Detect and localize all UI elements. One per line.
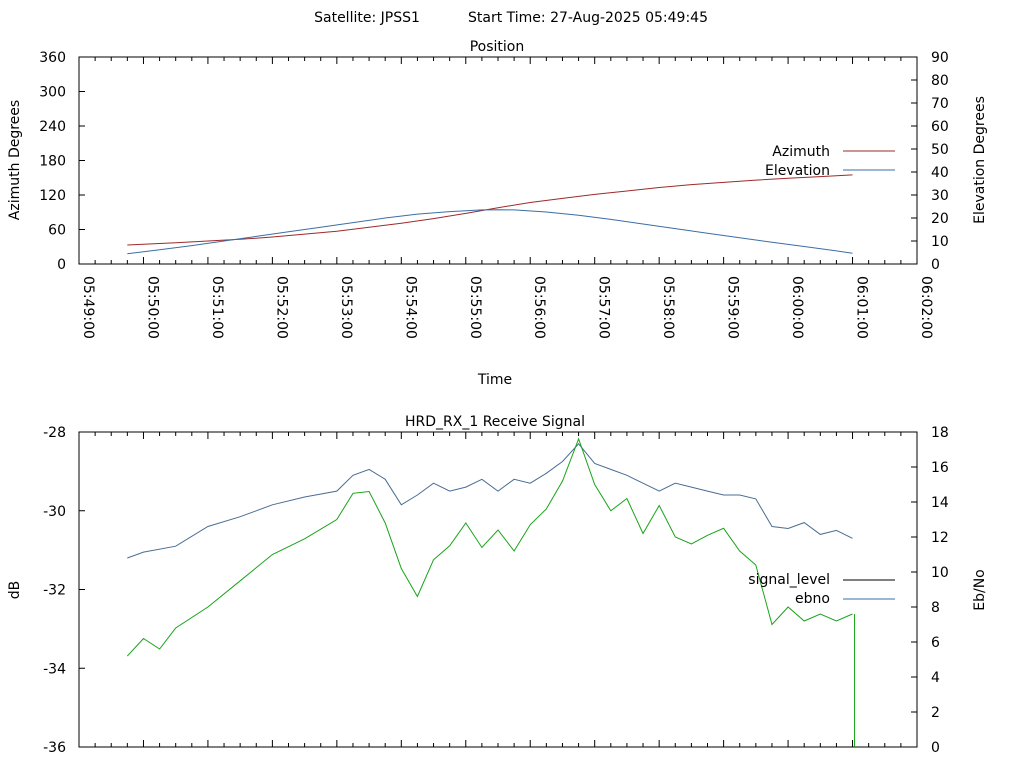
sig-y2-tick-label: 12: [931, 530, 949, 546]
pos-y2-tick-label: 30: [931, 188, 949, 204]
legend-signal-level-label: signal_level: [748, 572, 830, 588]
pos-y2-tick-label: 60: [931, 119, 949, 135]
signal-series: [126, 437, 856, 747]
sig-y2-tick-label: 6: [931, 635, 940, 651]
position-plot-frame: [78, 56, 918, 265]
sig-series-signal-level: [127, 443, 853, 559]
pos-y-tick-label: 180: [39, 154, 66, 170]
pos-x-tick-label: 05:54:00: [402, 276, 418, 339]
pos-y-tick-label: 360: [39, 50, 66, 66]
signal-legend: signal_level ebno: [748, 572, 895, 607]
sig-y2-tick-label: 4: [931, 670, 940, 686]
sig-y-tick-label: -30: [43, 504, 66, 520]
pos-x-tick-label: 05:52:00: [273, 276, 289, 339]
signal-y2-axis: 0 2 4 6 8 10 12 14 16 18: [911, 425, 949, 756]
signal-y-axis-label: dB: [7, 581, 23, 600]
pos-x-tick-label: 06:00:00: [789, 276, 805, 339]
sig-y2-tick-label: 16: [931, 460, 949, 476]
pos-y-tick-label: 300: [39, 85, 66, 101]
signal-x-axis: [78, 432, 918, 747]
sig-y2-tick-label: 8: [931, 600, 940, 616]
signal-y2-axis-label: Eb/No: [972, 569, 988, 611]
pos-y2-tick-label: 90: [931, 50, 949, 66]
position-y-axis: 0 60 120 180 240 300 360: [39, 50, 85, 273]
sig-y2-tick-label: 2: [931, 705, 940, 721]
sig-y2-tick-label: 14: [931, 495, 949, 511]
position-x-axis: 05:49:00 05:50:00 05:51:00 05:52:00 05:53:00…: [78, 57, 934, 339]
position-chart: Position 0 60 120 180 240 300 360 0 10 20 30 40 50 6…: [7, 39, 988, 388]
sig-y-tick-label: -36: [43, 740, 66, 756]
pos-x-tick-label: 05:55:00: [467, 276, 483, 339]
pos-y2-tick-label: 10: [931, 234, 949, 250]
pos-y2-tick-label: 40: [931, 165, 949, 181]
pos-x-tick-label: 05:59:00: [725, 276, 741, 339]
pos-x-tick-label: 05:49:00: [80, 276, 96, 339]
pos-series-azimuth: [127, 174, 853, 246]
position-x-axis-label: Time: [477, 372, 512, 388]
position-series: [127, 174, 853, 255]
signal-y-axis: -36 -34 -32 -30 -28: [43, 425, 85, 756]
pos-y-tick-label: 60: [48, 223, 66, 239]
start-time-label: Start Time: 27-Aug-2025 05:49:45: [468, 10, 708, 26]
pos-x-tick-label: 05:53:00: [338, 276, 354, 339]
legend-azimuth-label: Azimuth: [772, 144, 830, 160]
pos-x-tick-label: 05:51:00: [209, 276, 225, 339]
pos-x-tick-label: 05:57:00: [596, 276, 612, 339]
pos-y2-tick-label: 20: [931, 211, 949, 227]
pos-y2-tick-label: 50: [931, 142, 949, 158]
pos-y-tick-label: 120: [39, 188, 66, 204]
satellite-label: Satellite: JPSS1: [314, 10, 420, 26]
pos-y2-tick-label: 70: [931, 96, 949, 112]
pos-series-elevation: [127, 209, 853, 255]
sig-y-tick-label: -32: [43, 583, 66, 599]
pos-y2-tick-label: 0: [931, 257, 940, 273]
signal-plot-frame: [78, 431, 918, 748]
pos-x-tick-label: 05:56:00: [531, 276, 547, 339]
pos-x-tick-label: 05:58:00: [660, 276, 676, 339]
sig-y2-tick-label: 0: [931, 740, 940, 756]
sig-series-ebno: [126, 437, 853, 657]
position-y2-axis-label: Elevation Degrees: [972, 96, 988, 224]
pos-x-tick-label: 06:02:00: [918, 276, 934, 339]
sig-y-tick-label: -34: [43, 661, 66, 677]
sig-y2-tick-label: 18: [931, 425, 949, 441]
position-y2-axis: 0 10 20 30 40 50 60 70 80 90: [911, 50, 949, 273]
legend-ebno-label: ebno: [795, 591, 830, 607]
position-y-axis-label: Azimuth Degrees: [7, 100, 23, 220]
position-title: Position: [470, 39, 525, 55]
sig-y-tick-label: -28: [43, 425, 66, 441]
signal-title: HRD_RX_1 Receive Signal: [405, 414, 585, 430]
pos-y-tick-label: 240: [39, 119, 66, 135]
pos-y2-tick-label: 80: [931, 73, 949, 89]
sig-y2-tick-label: 10: [931, 565, 949, 581]
legend-elevation-label: Elevation: [765, 163, 830, 179]
position-legend: Azimuth Elevation: [765, 144, 895, 179]
pos-x-tick-label: 06:01:00: [854, 276, 870, 339]
pos-x-tick-label: 05:50:00: [144, 276, 160, 339]
pos-y-tick-label: 0: [57, 257, 66, 273]
signal-chart: HRD_RX_1 Receive Signal -36-34-32-30-28 …: [7, 414, 988, 756]
